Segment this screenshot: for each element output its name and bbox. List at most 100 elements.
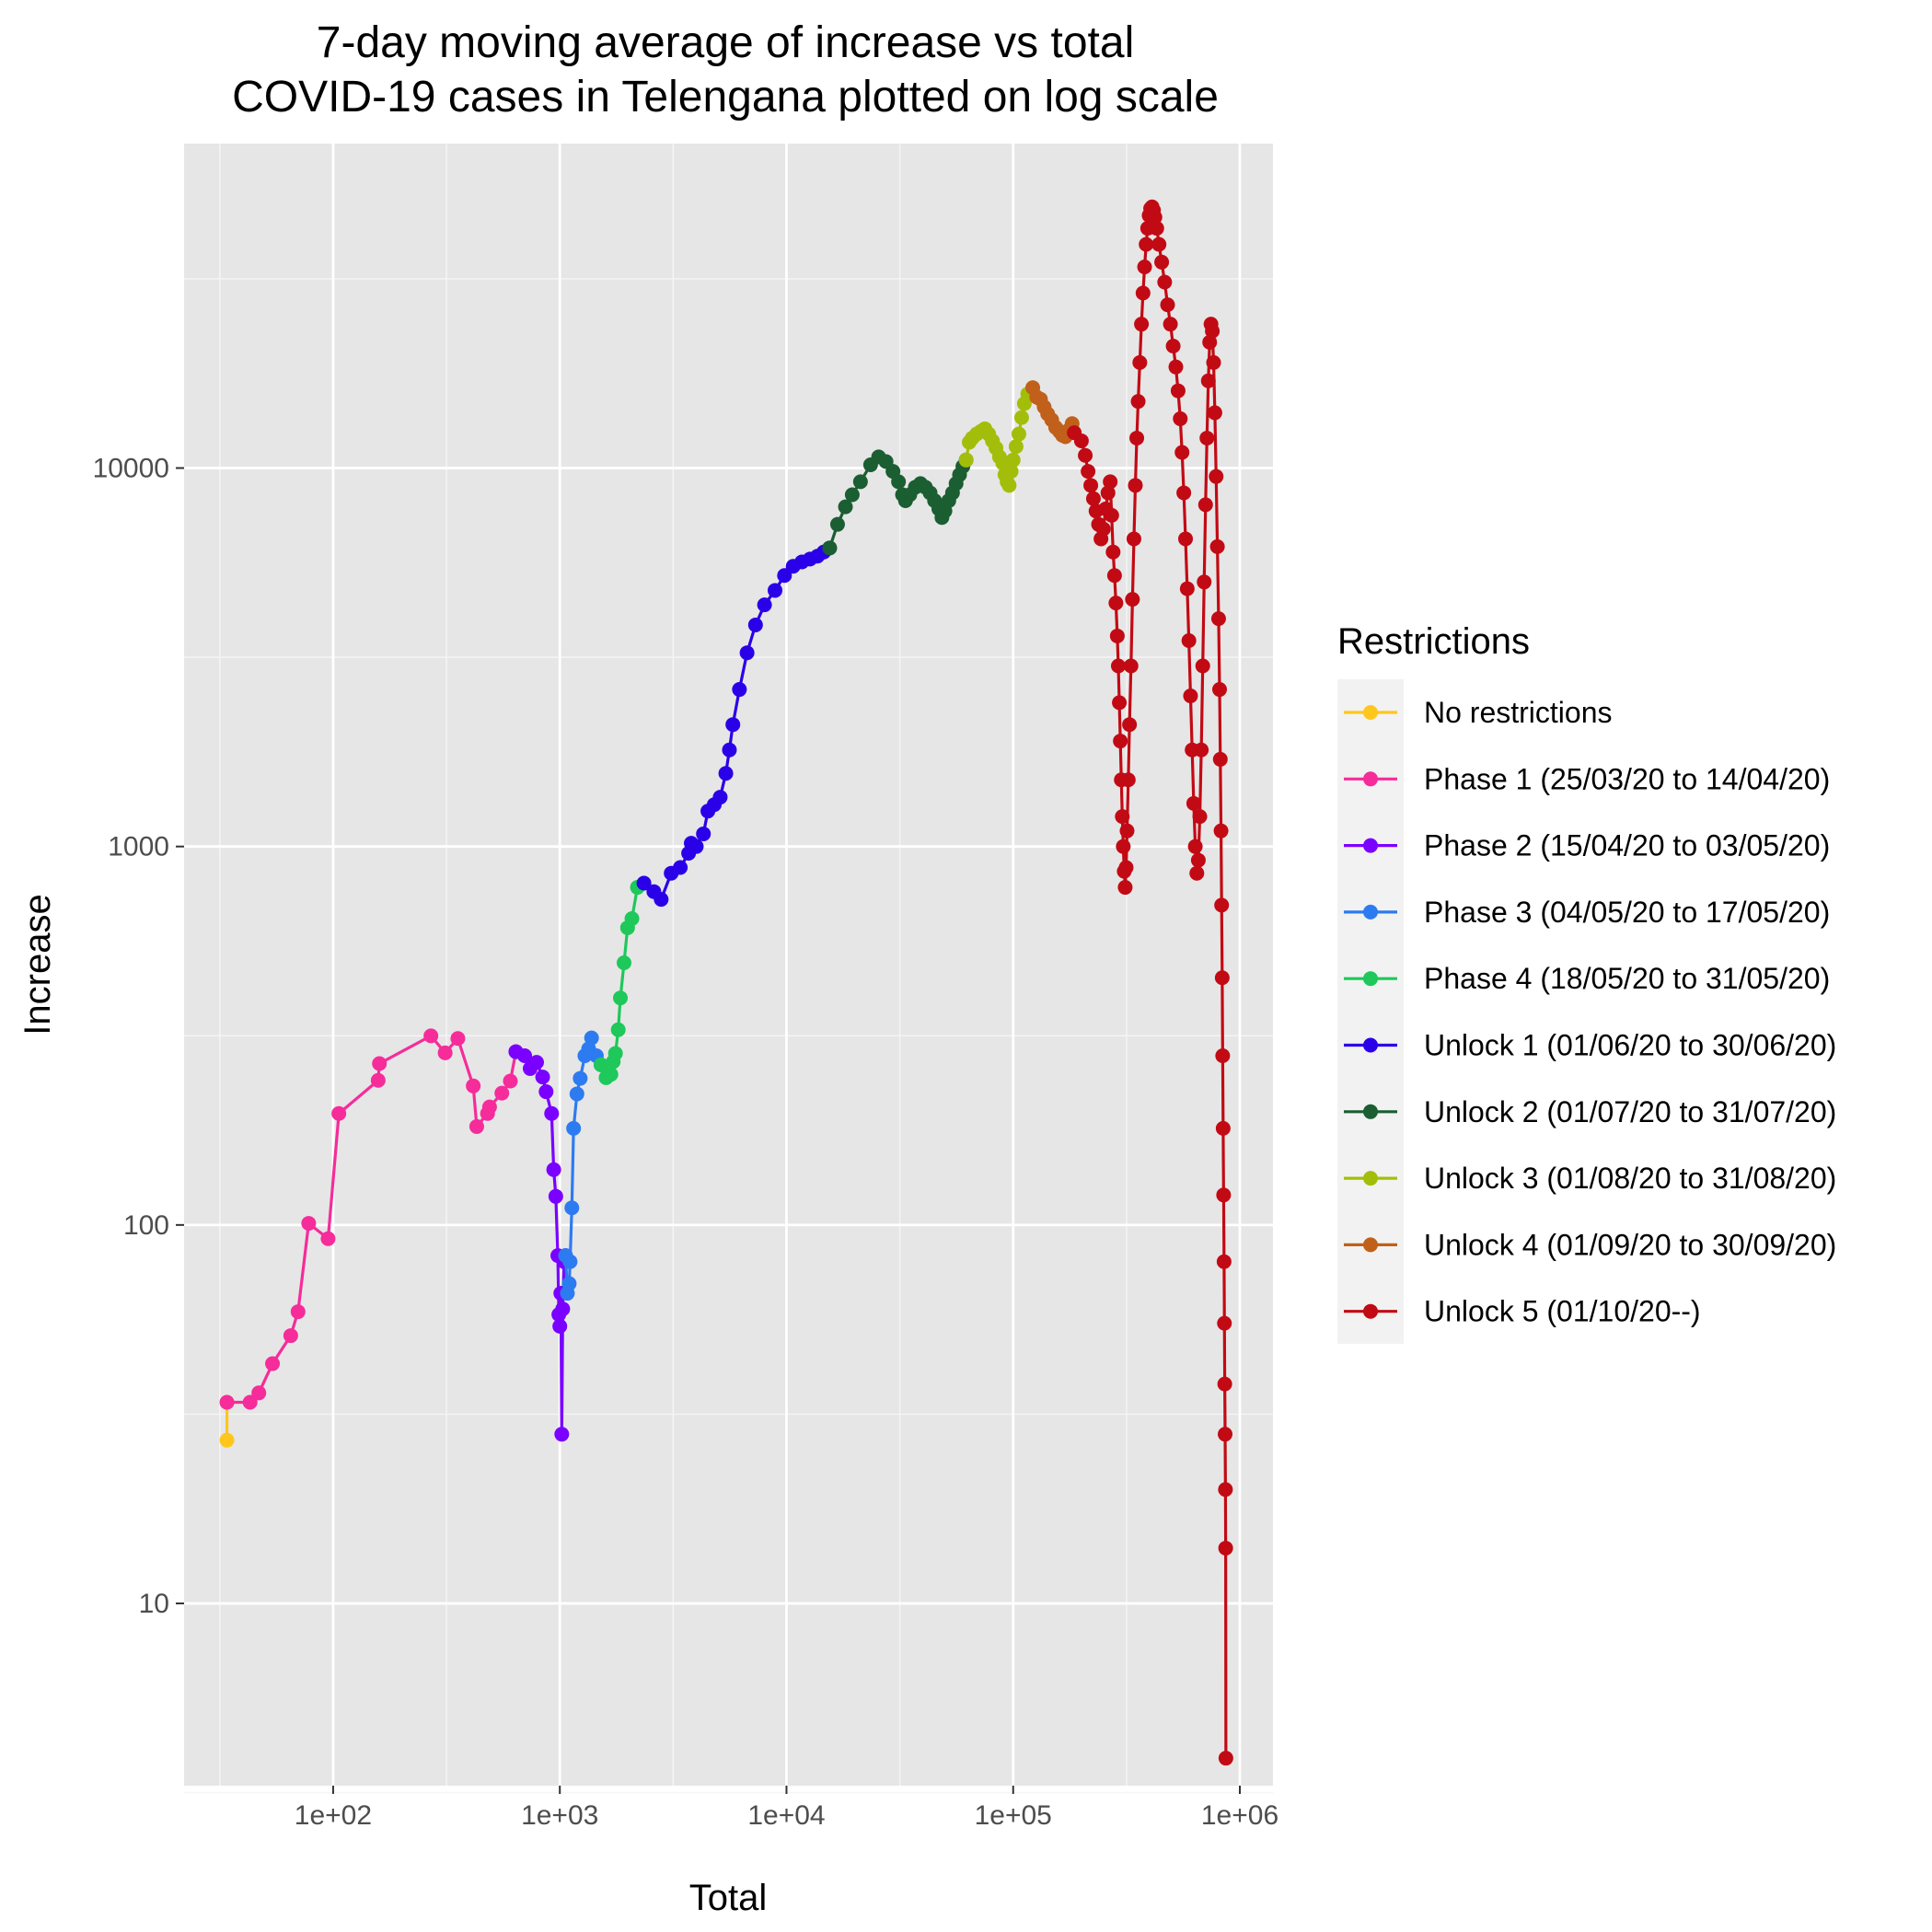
series-5-point-15 xyxy=(732,682,747,698)
x-tick-label-0: 1e+02 xyxy=(295,1800,372,1831)
series-9-point-36 xyxy=(1132,354,1148,370)
series-5-point-19 xyxy=(768,583,783,598)
series-9-point-31 xyxy=(1125,592,1140,607)
series-1-point-4 xyxy=(283,1328,298,1344)
series-9-point-19 xyxy=(1112,695,1128,711)
chart-title-line-1: 7-day moving average of increase vs tota… xyxy=(317,18,1134,67)
series-4-point-7 xyxy=(616,954,631,970)
series-1-point-14 xyxy=(466,1078,481,1093)
grid-minor xyxy=(184,144,1273,1794)
series-9-point-81 xyxy=(1209,538,1225,554)
legend-item-7: Unlock 3 (01/08/20 to 31/08/20) xyxy=(1344,1162,1836,1195)
series-9-point-33 xyxy=(1128,478,1143,493)
series-9-point-55 xyxy=(1170,383,1186,399)
series-9-point-2 xyxy=(1078,447,1093,463)
series-2-point-11 xyxy=(552,1318,568,1334)
series-1-point-7 xyxy=(320,1231,336,1246)
series-1-point-1 xyxy=(242,1394,258,1410)
series-5-point-8 xyxy=(696,826,711,841)
series-layer xyxy=(219,199,1233,1766)
series-9-point-26 xyxy=(1118,860,1134,875)
series-9-point-67 xyxy=(1190,852,1206,868)
legend-label-7: Unlock 3 (01/08/20 to 31/08/20) xyxy=(1424,1162,1836,1195)
series-9-point-12 xyxy=(1103,474,1118,490)
series-9 xyxy=(1067,199,1233,1766)
series-5-point-4 xyxy=(673,860,688,875)
series-9-point-80 xyxy=(1209,469,1224,484)
y-axis-title: Increase xyxy=(17,894,58,1035)
series-1-point-11 xyxy=(423,1028,439,1044)
legend-item-9: Unlock 5 (01/10/20--) xyxy=(1344,1295,1701,1328)
series-5-point-16 xyxy=(739,645,755,661)
series-2-point-3 xyxy=(529,1055,544,1070)
series-9-point-34 xyxy=(1129,430,1145,445)
series-6-point-4 xyxy=(852,474,868,490)
y-tick-label-2: 1000 xyxy=(108,832,169,862)
series-7 xyxy=(958,380,1041,493)
series-7-point-16 xyxy=(1008,439,1024,455)
legend-item-4: Phase 4 (18/05/20 to 31/05/20) xyxy=(1344,962,1830,995)
series-9-point-62 xyxy=(1183,688,1198,704)
series-1-point-2 xyxy=(251,1385,267,1401)
series-1-point-3 xyxy=(265,1356,281,1371)
series-9-point-53 xyxy=(1165,339,1181,354)
series-9-point-89 xyxy=(1215,1120,1231,1136)
series-5-point-17 xyxy=(747,617,763,632)
series-4-point-9 xyxy=(624,910,640,926)
series-3-point-4 xyxy=(564,1200,580,1216)
legend-item-8: Unlock 4 (01/09/20 to 30/09/20) xyxy=(1344,1228,1836,1261)
legend-title: Restrictions xyxy=(1337,621,1530,662)
series-5-point-12 xyxy=(718,766,734,781)
series-1-point-18 xyxy=(494,1085,510,1101)
series-9-point-47 xyxy=(1149,221,1164,237)
series-4-point-2 xyxy=(603,1067,619,1082)
series-9-point-61 xyxy=(1181,632,1197,648)
series-9-point-88 xyxy=(1215,1048,1231,1063)
series-9-point-71 xyxy=(1197,574,1212,590)
series-9-point-27 xyxy=(1119,823,1135,839)
series-9-point-74 xyxy=(1200,373,1216,388)
series-9-point-82 xyxy=(1210,611,1226,627)
series-9-point-66 xyxy=(1189,865,1205,881)
series-9-point-25 xyxy=(1117,880,1133,896)
series-9-point-15 xyxy=(1106,568,1122,584)
legend-label-1: Phase 1 (25/03/20 to 14/04/20) xyxy=(1424,762,1830,795)
series-9-point-85 xyxy=(1213,823,1229,839)
legend-key-point-2 xyxy=(1363,838,1378,853)
series-5-point-11 xyxy=(712,790,728,805)
series-9-point-46 xyxy=(1147,210,1163,225)
legend-key-background xyxy=(1337,679,1404,1344)
x-tick-label-1: 1e+03 xyxy=(521,1800,598,1831)
series-1-point-8 xyxy=(331,1105,347,1121)
series-4-point-6 xyxy=(613,990,628,1006)
series-7-point-15 xyxy=(1005,452,1021,468)
series-9-point-95 xyxy=(1218,1482,1233,1498)
legend-label-5: Unlock 1 (01/06/20 to 30/06/20) xyxy=(1424,1029,1836,1062)
series-9-point-11 xyxy=(1100,485,1116,501)
series-9-point-64 xyxy=(1186,795,1201,811)
series-1-point-13 xyxy=(450,1031,466,1047)
legend-key-point-7 xyxy=(1363,1171,1378,1186)
series-4-point-5 xyxy=(610,1022,626,1037)
series-5-point-2 xyxy=(654,892,669,908)
legend-item-3: Phase 3 (04/05/20 to 17/05/20) xyxy=(1344,896,1830,929)
legend: Restrictions No restrictions Phase 1 (25/… xyxy=(1337,621,1836,1344)
series-3-point-2 xyxy=(561,1276,577,1291)
series-9-point-38 xyxy=(1135,285,1151,301)
series-9-point-40 xyxy=(1139,237,1154,252)
legend-label-0: No restrictions xyxy=(1424,696,1613,729)
y-tick-label-3: 10000 xyxy=(93,454,169,484)
series-1-point-9 xyxy=(370,1072,386,1088)
series-9-point-94 xyxy=(1218,1427,1233,1442)
series-6-point-0 xyxy=(822,540,838,556)
legend-item-6: Unlock 2 (01/07/20 to 31/07/20) xyxy=(1344,1095,1836,1128)
series-1-point-19 xyxy=(503,1073,518,1089)
x-tick-label-3: 1e+05 xyxy=(975,1800,1052,1831)
series-9-point-29 xyxy=(1122,717,1138,733)
series-2-point-13 xyxy=(554,1427,570,1442)
plot-panel xyxy=(184,144,1273,1786)
series-2-point-14 xyxy=(555,1301,571,1317)
series-7-point-13 xyxy=(1001,478,1017,493)
x-axis-title: Total xyxy=(689,1878,768,1918)
legend-item-5: Unlock 1 (01/06/20 to 30/06/20) xyxy=(1344,1029,1836,1062)
